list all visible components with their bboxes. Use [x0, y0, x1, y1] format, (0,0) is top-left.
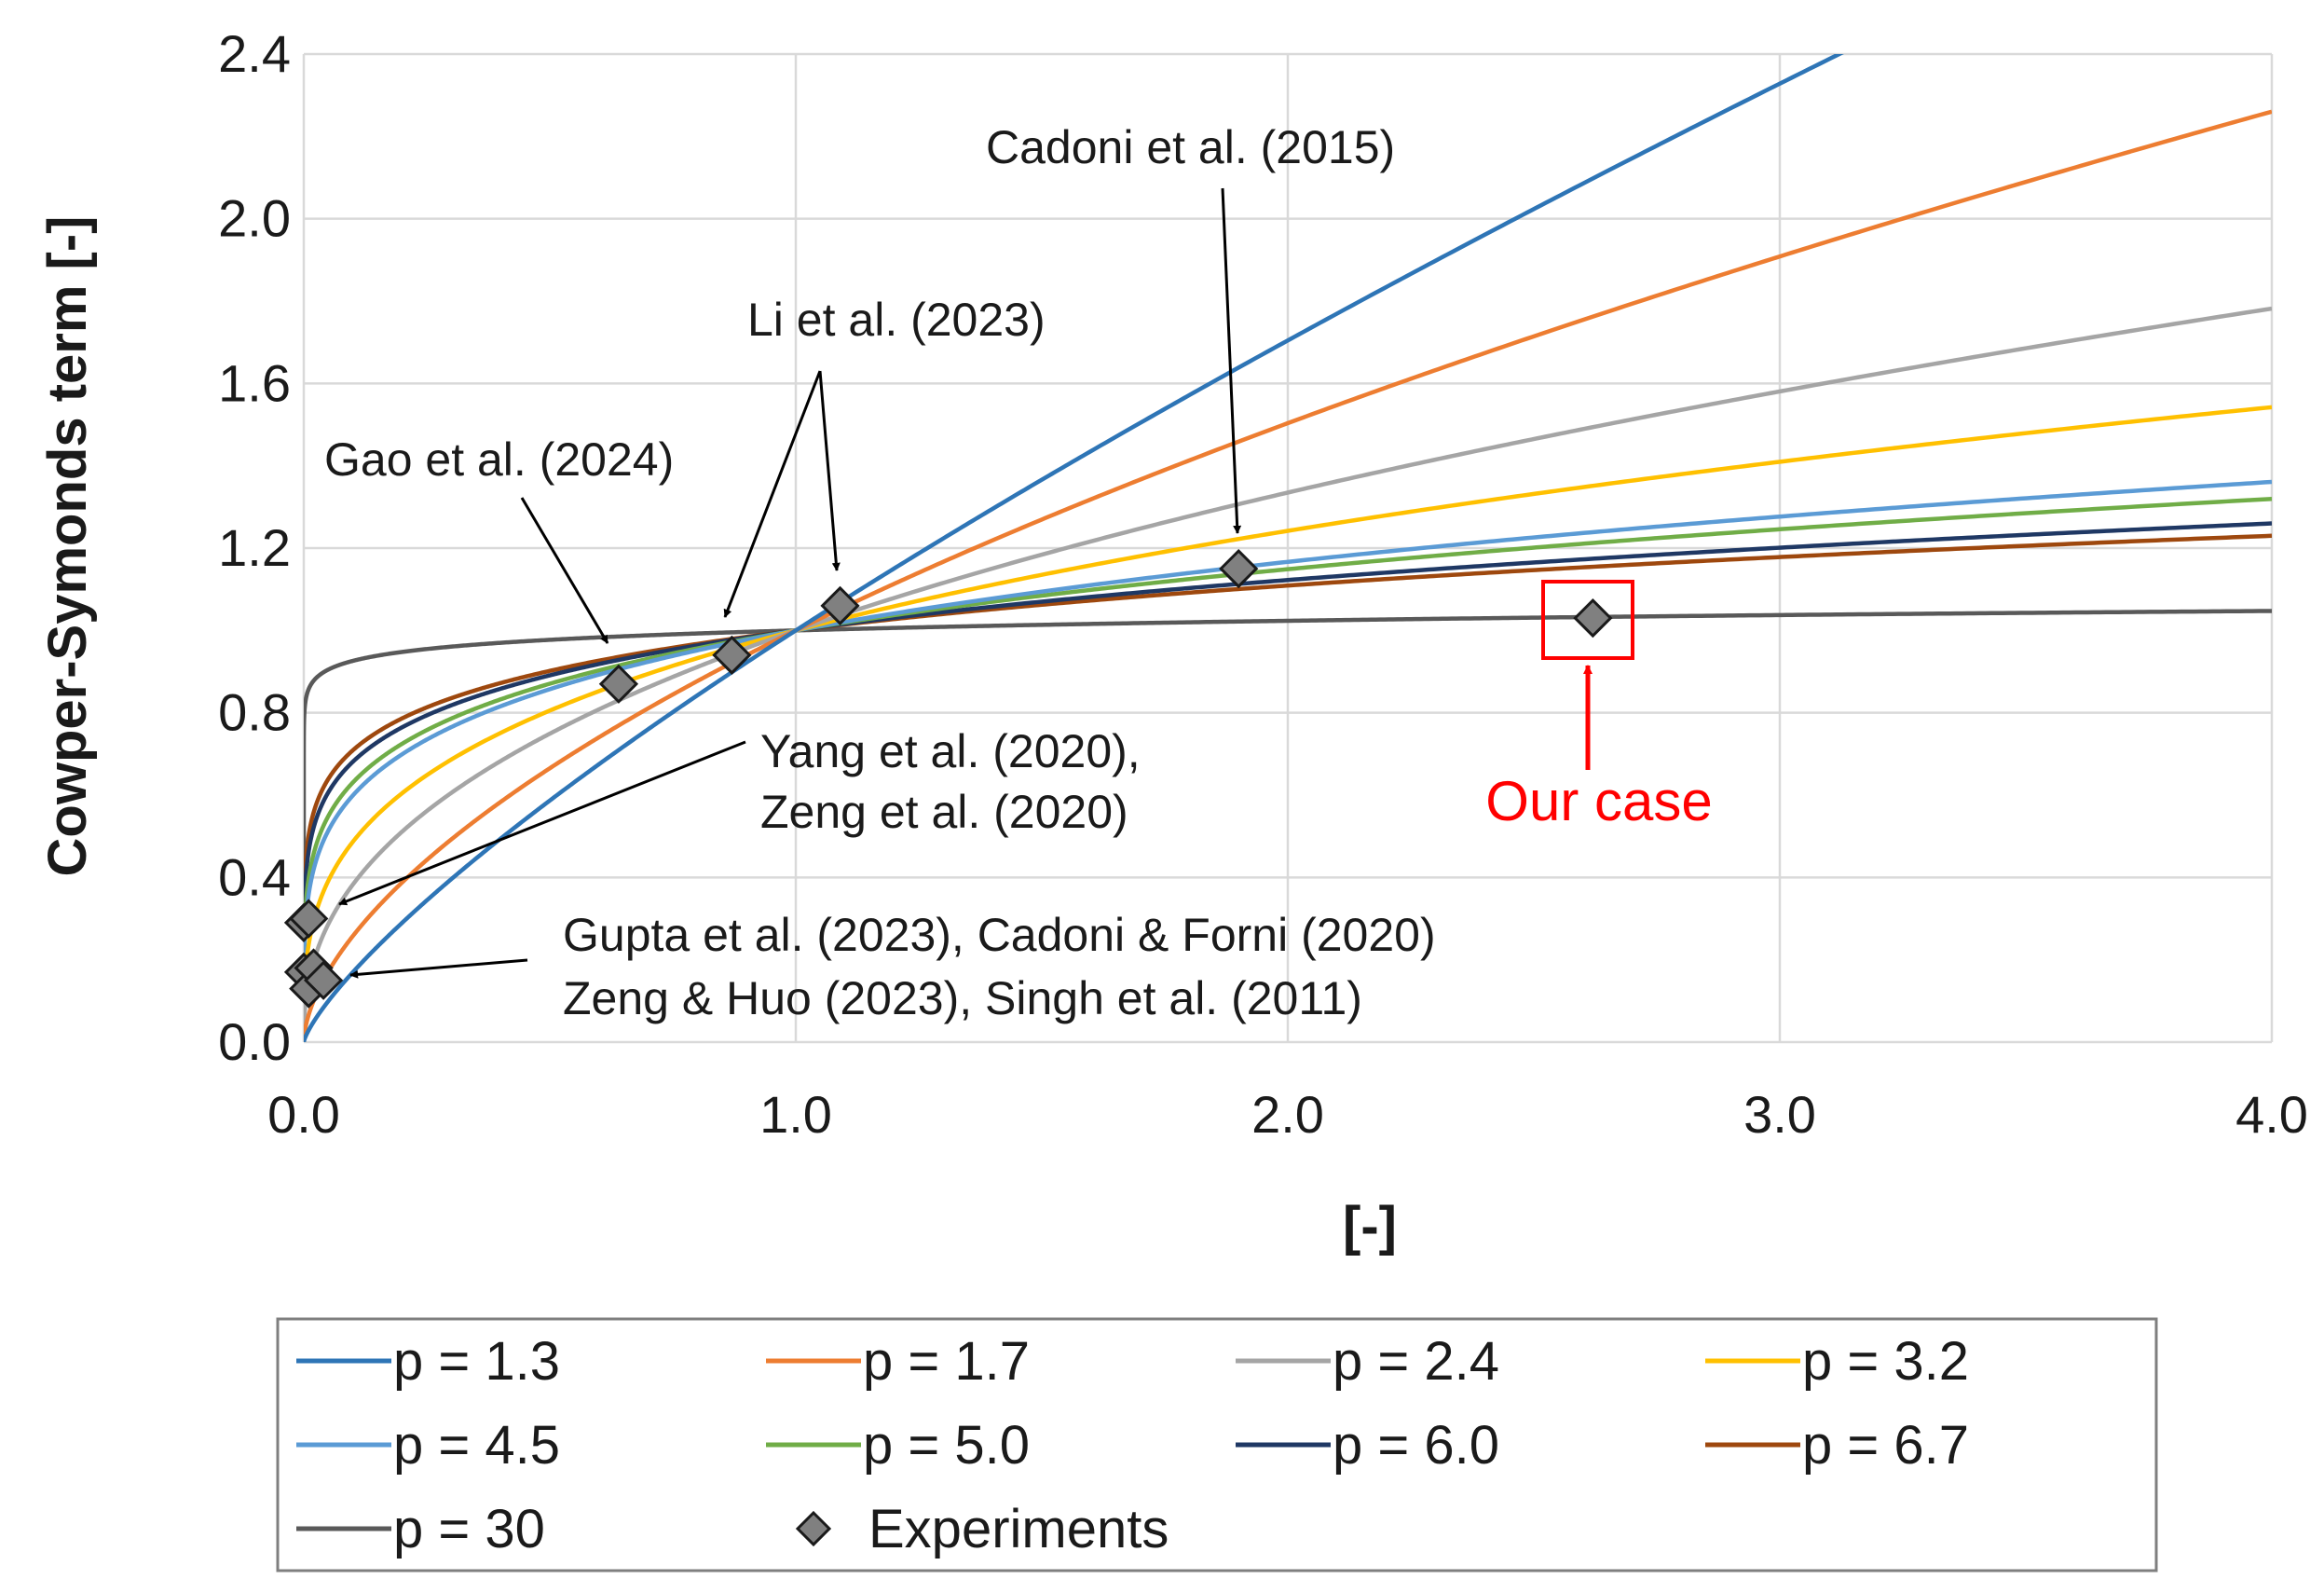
experiment-point: [303, 960, 344, 1000]
gridlines: [302, 52, 2274, 1044]
gao-2024-arrow: [520, 497, 609, 644]
x-axis-ticks: 0.0 1.0 2.0 3.0 4.0: [267, 1085, 2308, 1144]
li-2023-arrow-b: [818, 370, 841, 571]
y-axis-title: Cowper-Symonds term [-]: [37, 216, 98, 877]
x-tick-label: 4.0: [2235, 1085, 2308, 1144]
y-tick-label: 2.0: [218, 189, 291, 248]
experiment-point: [598, 664, 639, 704]
experiment-point: [1219, 548, 1259, 589]
annotation-li-2023: Li et al. (2023): [747, 294, 1046, 346]
legend-label: Experiments: [868, 1499, 1169, 1559]
legend-label: p = 1.3: [393, 1331, 560, 1392]
y-tick-label: 0.4: [218, 847, 291, 906]
legend: p = 1.3 p = 1.7 p = 2.4 p = 3.2 p = 4.5 p = 5…: [296, 1331, 1969, 1559]
legend-marker: [795, 1510, 832, 1547]
gupta-group-arrow: [349, 958, 528, 979]
annotation-our-case: Our case: [1485, 770, 1712, 832]
series-line: [304, 533, 2272, 1042]
legend-box: [276, 1317, 2158, 1572]
cadoni-2015-arrow: [1221, 187, 1242, 534]
x-axis-title: [-]: [1343, 1196, 1397, 1257]
x-tick-label: 0.0: [267, 1085, 340, 1144]
annotation-zeng-singh: Zeng & Huo (2023), Singh et al. (2011): [563, 972, 1362, 1024]
legend-label: p = 2.4: [1333, 1331, 1499, 1392]
annotation-yang-2020: Yang et al. (2020),: [760, 725, 1141, 777]
li-2023-arrow-a: [723, 370, 822, 618]
yang-zeng-2020-arrow: [338, 740, 746, 906]
legend-label: p = 5.0: [863, 1415, 1030, 1476]
y-tick-label: 1.6: [218, 353, 291, 412]
series-line: [304, 521, 2272, 1042]
annotation-zeng-2020: Zeng et al. (2020): [760, 786, 1128, 838]
y-axis-ticks: 0.0 0.4 0.8 1.2 1.6 2.0 2.4: [218, 24, 291, 1071]
y-tick-label: 2.4: [218, 24, 291, 83]
x-tick-label: 3.0: [1743, 1085, 1816, 1144]
legend-label: p = 6.7: [1802, 1415, 1969, 1476]
x-tick-label: 2.0: [1251, 1085, 1324, 1144]
series-line: [304, 54, 1844, 1042]
series-line: [304, 496, 2272, 1042]
annotation-cadoni-2015: Cadoni et al. (2015): [986, 121, 1395, 173]
our-case-highlight-box: [1541, 580, 1634, 660]
x-tick-label: 1.0: [759, 1085, 832, 1144]
y-tick-label: 0.0: [218, 1012, 291, 1071]
series-line: [304, 479, 2272, 1042]
legend-label: p = 30: [393, 1499, 545, 1559]
experiment-point: [820, 585, 860, 625]
legend-label: p = 1.7: [863, 1331, 1030, 1392]
y-tick-label: 1.2: [218, 518, 291, 577]
legend-label: p = 3.2: [1802, 1331, 1969, 1392]
experiment-points: [283, 548, 1613, 1009]
legend-label: p = 4.5: [393, 1415, 560, 1476]
experiment-point: [712, 635, 752, 675]
annotation-gao-2024: Gao et al. (2024): [324, 433, 674, 486]
series-line: [304, 609, 2272, 1042]
experiment-point: [1573, 597, 1613, 639]
experiment-point: [289, 899, 329, 939]
annotation-gupta-cadoni: Gupta et al. (2023), Cadoni & Forni (202…: [563, 909, 1436, 961]
legend-label: p = 6.0: [1333, 1415, 1499, 1476]
y-tick-label: 0.8: [218, 683, 291, 742]
